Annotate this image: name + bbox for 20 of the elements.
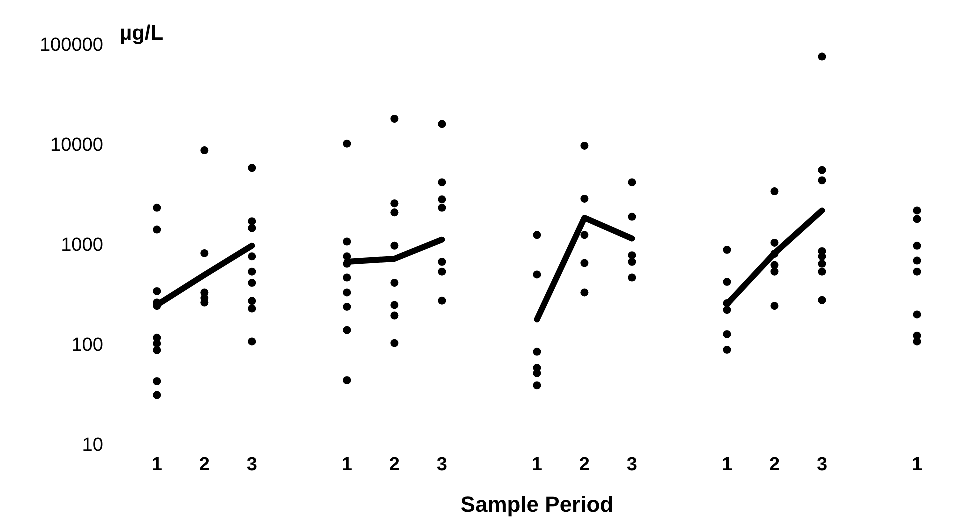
y-tick-label: 100 [72, 335, 104, 356]
x-tick-label: 2 [579, 454, 590, 476]
x-tick-label: 2 [389, 454, 400, 476]
x-tick-label: 3 [246, 454, 258, 476]
y-tick-label: 1000 [61, 235, 104, 256]
x-tick-label: 1 [152, 454, 163, 476]
x-tick-label: 3 [436, 454, 448, 476]
y-axis-title: µg/L [120, 22, 164, 46]
x-tick-label: 1 [722, 454, 733, 476]
x-tick-label: 2 [199, 454, 210, 476]
y-tick-label: 10 [82, 435, 104, 456]
y-tick-label: 100000 [40, 35, 104, 56]
x-tick-label: 3 [626, 454, 638, 476]
x-tick-label: 2 [769, 454, 780, 476]
x-axis-title: Sample Period [460, 492, 614, 517]
x-tick-label: 1 [532, 454, 543, 476]
y-tick-label: 10000 [50, 135, 104, 156]
x-tick-label: 1 [912, 454, 923, 476]
x-tick-label: 1 [342, 454, 353, 476]
x-tick-label: 3 [816, 454, 828, 476]
